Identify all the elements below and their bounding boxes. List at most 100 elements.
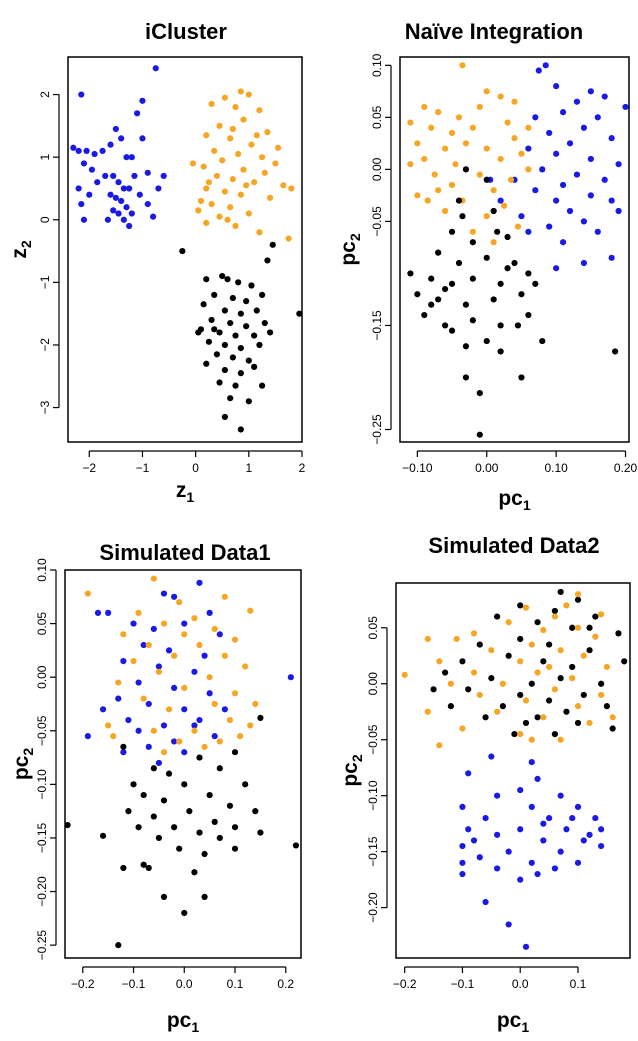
orange-point: [208, 201, 215, 208]
blue-point: [84, 733, 91, 740]
black-point: [296, 310, 303, 317]
orange-point: [150, 575, 157, 582]
black-point: [462, 301, 470, 308]
orange-point: [490, 187, 497, 194]
orange-point: [280, 182, 287, 189]
blue-point: [528, 759, 535, 766]
blue-point: [528, 803, 535, 810]
black-point: [505, 652, 512, 659]
orange-point: [517, 731, 524, 738]
black-point: [221, 341, 228, 349]
blue-point: [181, 749, 188, 756]
black-point: [261, 319, 268, 327]
blue-point: [598, 842, 605, 850]
blue-point: [563, 826, 570, 833]
orange-point: [140, 695, 147, 702]
black-point: [243, 323, 250, 330]
blue-point: [528, 859, 535, 866]
orange-point: [235, 150, 242, 158]
x-tick-label: 0.1: [570, 977, 587, 991]
orange-point: [469, 124, 476, 131]
black-point: [428, 275, 435, 282]
blue-point: [542, 62, 549, 69]
orange-point: [211, 147, 218, 155]
orange-point: [557, 647, 564, 654]
blue-point: [494, 865, 501, 872]
blue-point: [107, 141, 114, 148]
orange-point: [191, 727, 198, 734]
blue-point: [110, 207, 117, 214]
blue-points: [70, 65, 167, 230]
blue-point: [86, 191, 93, 198]
blue-point: [88, 166, 96, 173]
panel-4: Simulated Data2 −0.2 −0.1 0.0 0.1 0.05 0.00 −0.…: [339, 533, 631, 1035]
blue-point: [136, 191, 143, 198]
blue-point: [459, 859, 466, 866]
orange-point: [522, 604, 530, 611]
blue-point: [110, 172, 117, 180]
x-tick-label: −2: [82, 461, 96, 475]
black-point: [186, 808, 193, 815]
orange-point: [598, 691, 605, 699]
orange-point: [574, 703, 582, 710]
black-point: [430, 686, 437, 693]
black-points: [179, 241, 303, 433]
orange-point: [196, 641, 203, 649]
blue-point: [598, 826, 605, 833]
blue-point: [494, 831, 501, 838]
blue-point: [152, 65, 159, 72]
black-point: [490, 296, 497, 303]
orange-point: [428, 124, 435, 131]
black-point: [292, 842, 300, 849]
orange-point: [448, 129, 456, 137]
blue-point: [196, 579, 203, 586]
blue-point: [569, 814, 576, 822]
orange-point: [609, 714, 616, 721]
black-point: [125, 808, 132, 815]
blue-point: [546, 223, 553, 230]
black-point: [150, 813, 157, 820]
orange-point: [546, 663, 553, 671]
black-point: [251, 332, 258, 339]
y-tick-label: −2: [38, 338, 52, 352]
x-tick-label: 0.0: [176, 977, 193, 991]
blue-point: [125, 716, 132, 724]
black-point: [497, 348, 504, 355]
black-point: [525, 311, 532, 319]
x-tick-label: 0.10: [544, 461, 568, 475]
black-point: [115, 942, 122, 949]
black-point: [525, 270, 532, 277]
blue-point: [120, 749, 127, 756]
blue-point: [566, 140, 574, 147]
y-tick-label: −0.05: [366, 724, 380, 755]
blue-point: [505, 848, 512, 855]
y-tick-label: 0.00: [35, 665, 49, 689]
black-point: [211, 326, 218, 333]
black-point: [442, 285, 449, 293]
black-point: [462, 374, 470, 381]
black-point: [534, 619, 541, 626]
black-point: [448, 327, 456, 334]
orange-point: [227, 204, 234, 211]
blue-point: [505, 921, 512, 928]
x-tick-label: 0.00: [475, 461, 499, 475]
orange-point: [528, 736, 535, 743]
black-point: [229, 294, 236, 302]
blue-point: [171, 593, 178, 600]
black-point: [120, 743, 127, 750]
blue-point: [566, 207, 574, 215]
black-point: [219, 273, 226, 280]
black-points: [64, 714, 300, 949]
orange-point: [256, 107, 263, 114]
orange-point: [414, 140, 421, 147]
black-point: [476, 641, 483, 648]
y-tick-label: −0.25: [370, 414, 384, 445]
blue-point: [145, 743, 152, 750]
y-tick-label: −0.15: [366, 836, 380, 867]
x-axis-label: pc1: [498, 487, 531, 513]
blue-point: [105, 609, 112, 616]
black-point: [221, 366, 228, 374]
black-point: [455, 197, 463, 204]
blue-point: [553, 83, 560, 90]
orange-point: [462, 140, 470, 147]
